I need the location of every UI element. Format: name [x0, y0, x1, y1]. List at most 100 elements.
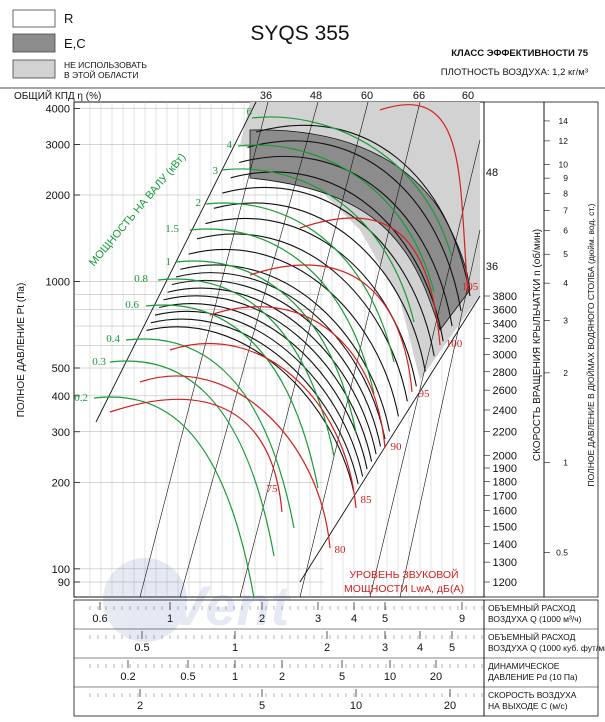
bottom-axes: ОБЪЕМНЫЙ РАСХОД ВОЗДУХА Q (1000 м³/ч) ОБ…	[73, 599, 605, 717]
power-curve	[189, 228, 375, 395]
y-tick-label: 500	[52, 363, 70, 375]
speed-curve	[213, 202, 426, 372]
speed-tick-label: 1800	[493, 476, 517, 488]
inwg-tick-label: 9	[563, 173, 568, 183]
efficiency-tick-label: 66	[413, 90, 425, 102]
x-tick-label: 4	[417, 642, 423, 654]
power-tick-label: 1	[166, 256, 172, 268]
x-axis-3-label-2: ДАВЛЕНИЕ Pd (10 Па)	[488, 672, 578, 682]
power-curve	[221, 168, 415, 323]
power-tick-label: 0.4	[106, 333, 120, 345]
speed-curve	[188, 248, 399, 417]
x-axis-2-label-1: ОБЪЕМНЫЙ РАСХОД	[488, 631, 576, 642]
y-tick-label: 200	[52, 477, 70, 489]
power-tick-label: 4	[227, 139, 233, 151]
sound-curve	[169, 343, 357, 509]
air-density: ПЛОТНОСТЬ ВОЗДУХА: 1,2 кг/м³	[441, 67, 588, 78]
inwg-tick-label: 5	[563, 249, 568, 259]
power-tick-label: 0.2	[74, 392, 88, 404]
x-tick-label: 5	[259, 700, 265, 712]
speed-curve	[163, 295, 373, 462]
power-curves	[93, 116, 453, 599]
x-axis-4-label-2: НА ВЫХОДЕ C (м/с)	[488, 701, 568, 711]
x-tick-label: 0.2	[120, 671, 135, 683]
x-axis-2-label-2: ВОЗДУХА Q (1000 куб. фут/мин)	[488, 643, 605, 653]
inwg-tick-label: 14	[559, 116, 569, 126]
y-tick-label: 300	[52, 427, 70, 439]
speed-tick-label: 2600	[493, 385, 517, 397]
x-tick-label: 20	[430, 671, 442, 683]
x-tick-label: 10	[350, 700, 362, 712]
speed-curve	[239, 155, 453, 327]
sound-curve	[209, 306, 386, 449]
sound-curve	[139, 375, 331, 549]
speed-axis-label: СКОРОСТЬ ВРАЩЕНИЯ КРЫЛЬЧАТКИ n (об/мин)	[531, 229, 543, 461]
y-tick-label: 90	[58, 577, 70, 589]
legend-swatch-ec	[12, 33, 56, 53]
inwg-tick-label: 7	[563, 206, 568, 216]
legend-label-r: R	[64, 11, 73, 26]
x-axis-1-label-2: ВОЗДУХА Q (1000 м³/ч)	[488, 614, 582, 624]
sound-curves	[109, 104, 469, 549]
inwg-tick-label: 2	[563, 368, 568, 378]
speed-tick-label: 1200	[493, 577, 517, 589]
sound-tick-label: 105	[462, 281, 479, 293]
y-tick-label: 4000	[46, 104, 70, 116]
speed-tick-label: 2000	[493, 450, 517, 462]
efficiency-tick-label: 60	[462, 90, 474, 102]
power-tick-label: 0.8	[134, 273, 148, 285]
efficiency-line	[139, 101, 269, 598]
speed-curves	[146, 124, 471, 492]
watermark-logo: Vent	[103, 558, 292, 642]
inwg-axis-label: ПОЛНОЕ ДАВЛЕНИЕ В ДЮЙМАХ ВОДЯНОГО СТОЛБА…	[585, 203, 596, 486]
zones	[240, 102, 480, 380]
power-curve	[93, 396, 255, 599]
speed-tick-label: 1400	[493, 539, 517, 551]
x-tick-label: 3	[382, 642, 388, 654]
inwg-tick-label: 12	[559, 136, 569, 146]
speed-curve	[205, 218, 417, 387]
x-axis-1-label-1: ОБЪЕМНЫЙ РАСХОД	[488, 602, 576, 613]
efficiency-right-tick: 36	[486, 261, 498, 273]
sound-tick-label: 90	[391, 441, 403, 453]
speed-tick-label: 1700	[493, 491, 517, 503]
inwg-tick-label: 8	[563, 188, 568, 198]
x-axis-4-label-1: СКОРОСТЬ ВОЗДУХА	[488, 690, 577, 700]
x-tick-label: 5	[339, 671, 345, 683]
efficiency-tick-label: 36	[260, 90, 272, 102]
speed-curve	[255, 124, 471, 297]
power-tick-label: 0.6	[125, 299, 139, 311]
inwg-tick-label: 4	[563, 278, 568, 288]
speed-curve	[175, 272, 386, 440]
efficiency-line	[399, 229, 481, 598]
sound-axis-label-1: УРОВЕНЬ ЗВУКОВОЙ	[349, 568, 458, 581]
x-tick-label: 2	[324, 642, 330, 654]
speed-curve	[146, 326, 355, 492]
efficiency-class: КЛАСС ЭФФЕКТИВНОСТИ 75	[451, 48, 588, 59]
efficiency-tick-label: 60	[361, 90, 373, 102]
power-tick-label: 1.5	[165, 223, 179, 235]
efficiency-line	[179, 101, 319, 598]
power-curve	[205, 202, 395, 363]
sound-curve	[249, 264, 413, 393]
power-tick-label: 2	[196, 197, 202, 209]
x-tick-label: 0.5	[134, 642, 149, 654]
speed-tick-label: 3200	[493, 334, 517, 346]
x-tick-label: 1	[232, 642, 238, 654]
x-tick-label: 4	[351, 613, 357, 625]
x-tick-label: 20	[444, 700, 456, 712]
x-tick-label: 2	[279, 671, 285, 683]
x-tick-label: 1	[167, 613, 173, 625]
legend-swatch-r	[12, 9, 56, 28]
efficiency-right-tick: 48	[486, 167, 498, 179]
power-curve	[145, 304, 319, 489]
legend: R E,C НЕ ИСПОЛЬЗОВАТЬ В ЭТОЙ ОБЛАСТИ	[12, 9, 147, 80]
speed-curve	[167, 287, 377, 455]
power-curve	[175, 260, 357, 433]
power-curve	[237, 144, 435, 293]
x-tick-label: 0.6	[92, 613, 107, 625]
efficiency-line	[239, 101, 369, 598]
speed-tick-label: 1600	[493, 506, 517, 518]
power-axis-label: МОЩНОСТЬ НА ВАЛУ (кВт)	[87, 151, 188, 269]
